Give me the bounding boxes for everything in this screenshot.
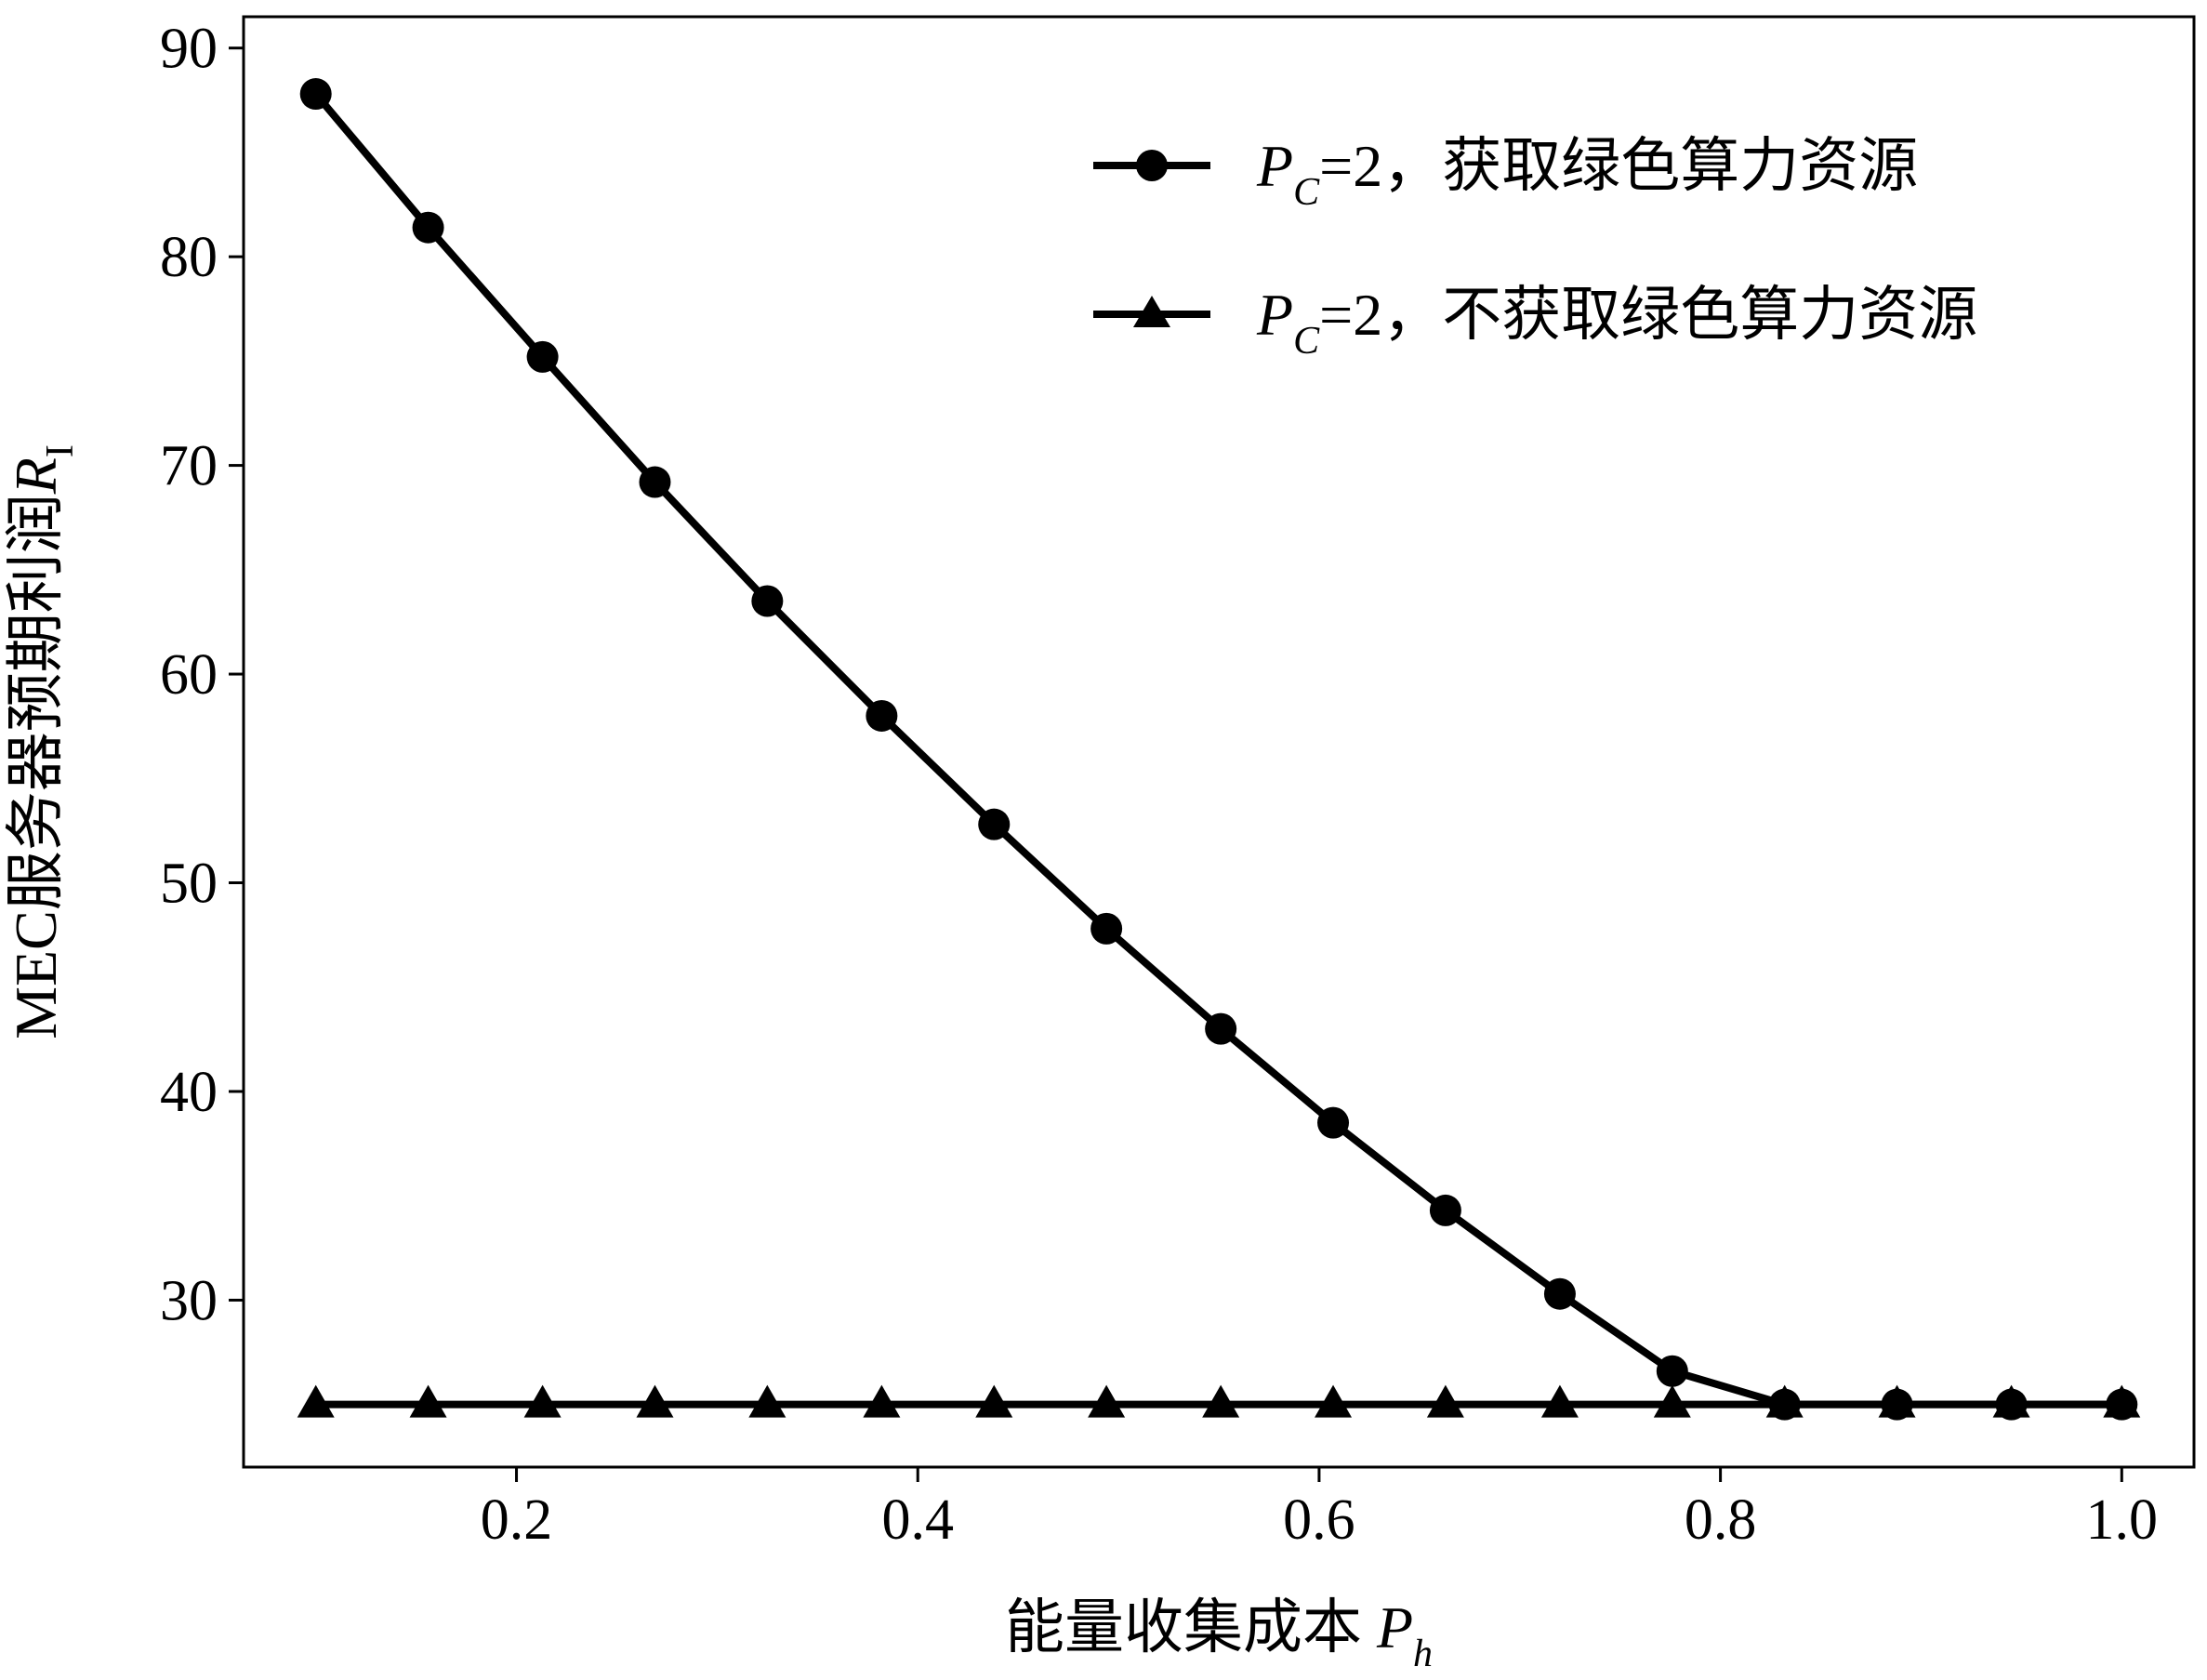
x-tick-label: 1.0 — [2086, 1488, 2159, 1552]
y-tick-label: 40 — [160, 1061, 218, 1124]
data-point-circle — [1317, 1106, 1350, 1139]
y-tick-label: 50 — [160, 853, 218, 916]
series-layer — [297, 78, 2141, 1421]
data-point-triangle — [1653, 1384, 1691, 1418]
data-point-triangle — [1088, 1384, 1126, 1418]
data-point-circle — [299, 78, 332, 111]
y-tick-label: 60 — [160, 643, 218, 707]
data-point-triangle — [297, 1384, 335, 1418]
data-point-triangle — [1202, 1384, 1240, 1418]
x-axis-title: 能量收集成本 Ph — [1005, 1594, 1433, 1675]
x-tick-label: 0.8 — [1685, 1488, 1757, 1552]
data-point-triangle — [2103, 1384, 2141, 1418]
data-point-triangle — [1878, 1384, 1916, 1418]
legend-marker-circle — [1136, 150, 1168, 181]
y-tick-label: 70 — [160, 435, 218, 498]
y-axis-title: MEC服务器预期利润RI — [3, 444, 82, 1039]
data-point-triangle — [1765, 1384, 1804, 1418]
data-point-triangle — [636, 1384, 674, 1418]
legend-label-sub: C — [1293, 320, 1320, 363]
data-point-triangle — [1426, 1384, 1464, 1418]
y-tick-label: 90 — [160, 18, 218, 81]
data-point-triangle — [748, 1384, 786, 1418]
data-point-triangle — [863, 1384, 901, 1418]
legend-label-rest: =2，获取绿色算力资源 — [1319, 133, 1918, 199]
data-point-triangle — [1992, 1384, 2030, 1418]
data-point-triangle — [1315, 1384, 1353, 1418]
plot-frame — [242, 15, 2196, 1469]
legend-entry-series-1: PC=2，获取绿色算力资源 — [1093, 133, 1918, 214]
data-point-triangle — [523, 1384, 562, 1418]
data-point-circle — [1429, 1194, 1461, 1226]
y-axis-ticks: 30 40 50 60 70 80 90 — [160, 18, 244, 1332]
data-point-circle — [751, 585, 784, 617]
x-axis-title-sub: h — [1413, 1633, 1433, 1675]
legend-label-series-2: PC=2，不获取绿色算力资源 — [1256, 282, 1977, 363]
x-axis-title-var: P — [1376, 1594, 1413, 1660]
data-point-triangle — [975, 1384, 1013, 1418]
data-point-circle — [978, 808, 1011, 840]
x-axis-title-prefix: 能量收集成本 — [1005, 1594, 1377, 1660]
legend-label-var: P — [1256, 133, 1293, 199]
data-point-triangle — [1540, 1384, 1579, 1418]
legend-marker-triangle — [1133, 296, 1170, 327]
data-point-circle — [526, 340, 559, 373]
legend-label-sub: C — [1293, 171, 1320, 214]
y-axis-title-var: R — [3, 457, 69, 495]
x-tick-label: 0.2 — [481, 1488, 553, 1552]
data-point-circle — [1090, 912, 1123, 945]
legend-label-var: P — [1256, 282, 1293, 348]
legend-label-rest: =2，不获取绿色算力资源 — [1319, 282, 1977, 348]
x-tick-label: 0.6 — [1283, 1488, 1355, 1552]
legend: PC=2，获取绿色算力资源 PC=2，不获取绿色算力资源 — [1093, 133, 1977, 363]
x-axis-ticks: 0.2 0.4 0.6 0.8 1.0 — [481, 1467, 2158, 1552]
legend-entry-series-2: PC=2，不获取绿色算力资源 — [1093, 282, 1977, 363]
y-tick-label: 80 — [160, 226, 218, 289]
x-tick-label: 0.4 — [881, 1488, 954, 1552]
data-point-circle — [1656, 1355, 1688, 1387]
y-axis-title-prefix: MEC服务器预期利润 — [3, 494, 69, 1039]
y-tick-label: 30 — [160, 1269, 218, 1332]
data-point-circle — [412, 211, 444, 244]
legend-label-series-1: PC=2，获取绿色算力资源 — [1256, 133, 1918, 214]
data-point-circle — [1205, 1012, 1237, 1045]
data-point-triangle — [409, 1384, 447, 1418]
data-point-circle — [1543, 1277, 1576, 1310]
data-point-circle — [866, 699, 898, 732]
data-point-circle — [639, 466, 671, 498]
y-axis-title-sub: I — [39, 444, 82, 457]
